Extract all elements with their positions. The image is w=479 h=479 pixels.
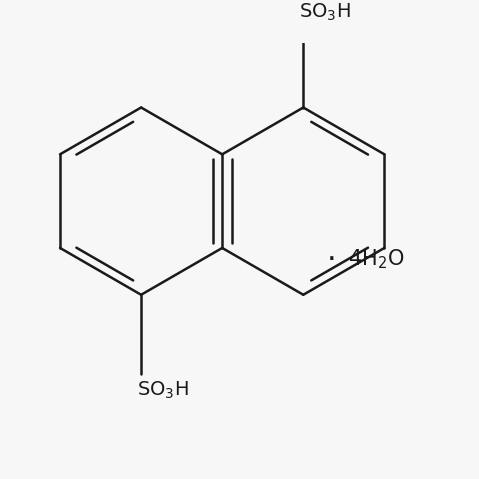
Text: $\cdot$: $\cdot$ xyxy=(326,244,334,273)
Text: $\mathdefault{SO_3H}$: $\mathdefault{SO_3H}$ xyxy=(299,1,351,23)
Text: $\mathdefault{SO_3H}$: $\mathdefault{SO_3H}$ xyxy=(137,380,189,401)
Text: $\mathdefault{4H_2O}$: $\mathdefault{4H_2O}$ xyxy=(348,247,404,271)
